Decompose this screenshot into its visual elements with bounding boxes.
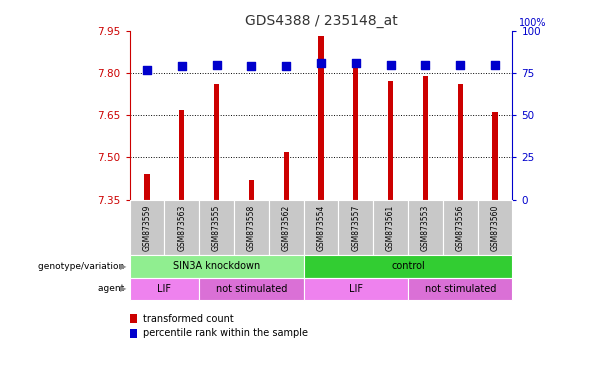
Point <box>177 63 187 69</box>
Point <box>421 61 430 68</box>
Point <box>247 63 256 69</box>
Bar <box>144 174 150 200</box>
Text: 100%: 100% <box>519 18 547 28</box>
Bar <box>423 76 428 200</box>
Text: LIF: LIF <box>157 284 171 294</box>
Text: GSM873557: GSM873557 <box>351 204 360 251</box>
Bar <box>388 81 393 200</box>
Text: control: control <box>391 262 425 271</box>
Bar <box>319 36 323 200</box>
Text: genotype/variation: genotype/variation <box>38 262 127 271</box>
Text: GSM873560: GSM873560 <box>491 204 499 251</box>
Bar <box>214 84 219 200</box>
Point <box>316 60 326 66</box>
Title: GDS4388 / 235148_at: GDS4388 / 235148_at <box>244 14 398 28</box>
Text: not stimulated: not stimulated <box>425 284 496 294</box>
Text: SIN3A knockdown: SIN3A knockdown <box>173 262 260 271</box>
Text: percentile rank within the sample: percentile rank within the sample <box>143 328 308 338</box>
Text: ▶: ▶ <box>120 262 127 271</box>
Point <box>386 61 395 68</box>
Text: GSM873562: GSM873562 <box>282 204 291 251</box>
Point <box>490 61 499 68</box>
Text: LIF: LIF <box>349 284 363 294</box>
Bar <box>249 180 254 200</box>
Bar <box>283 152 289 200</box>
Text: GSM873558: GSM873558 <box>247 204 256 251</box>
Bar <box>458 84 463 200</box>
Bar <box>179 109 184 200</box>
Point <box>282 63 291 69</box>
Point <box>351 60 360 66</box>
Text: GSM873556: GSM873556 <box>456 204 465 251</box>
Text: ▶: ▶ <box>120 284 127 293</box>
Text: agent: agent <box>98 284 127 293</box>
Text: GSM873563: GSM873563 <box>177 204 186 251</box>
Text: GSM873554: GSM873554 <box>316 204 326 251</box>
Bar <box>353 65 359 200</box>
Text: GSM873555: GSM873555 <box>212 204 221 251</box>
Text: GSM873561: GSM873561 <box>386 204 395 251</box>
Text: transformed count: transformed count <box>143 314 234 324</box>
Point <box>143 66 152 73</box>
Bar <box>492 113 498 200</box>
Point <box>212 61 221 68</box>
Text: not stimulated: not stimulated <box>216 284 287 294</box>
Text: GSM873559: GSM873559 <box>143 204 151 251</box>
Text: GSM873553: GSM873553 <box>421 204 430 251</box>
Point <box>455 61 465 68</box>
